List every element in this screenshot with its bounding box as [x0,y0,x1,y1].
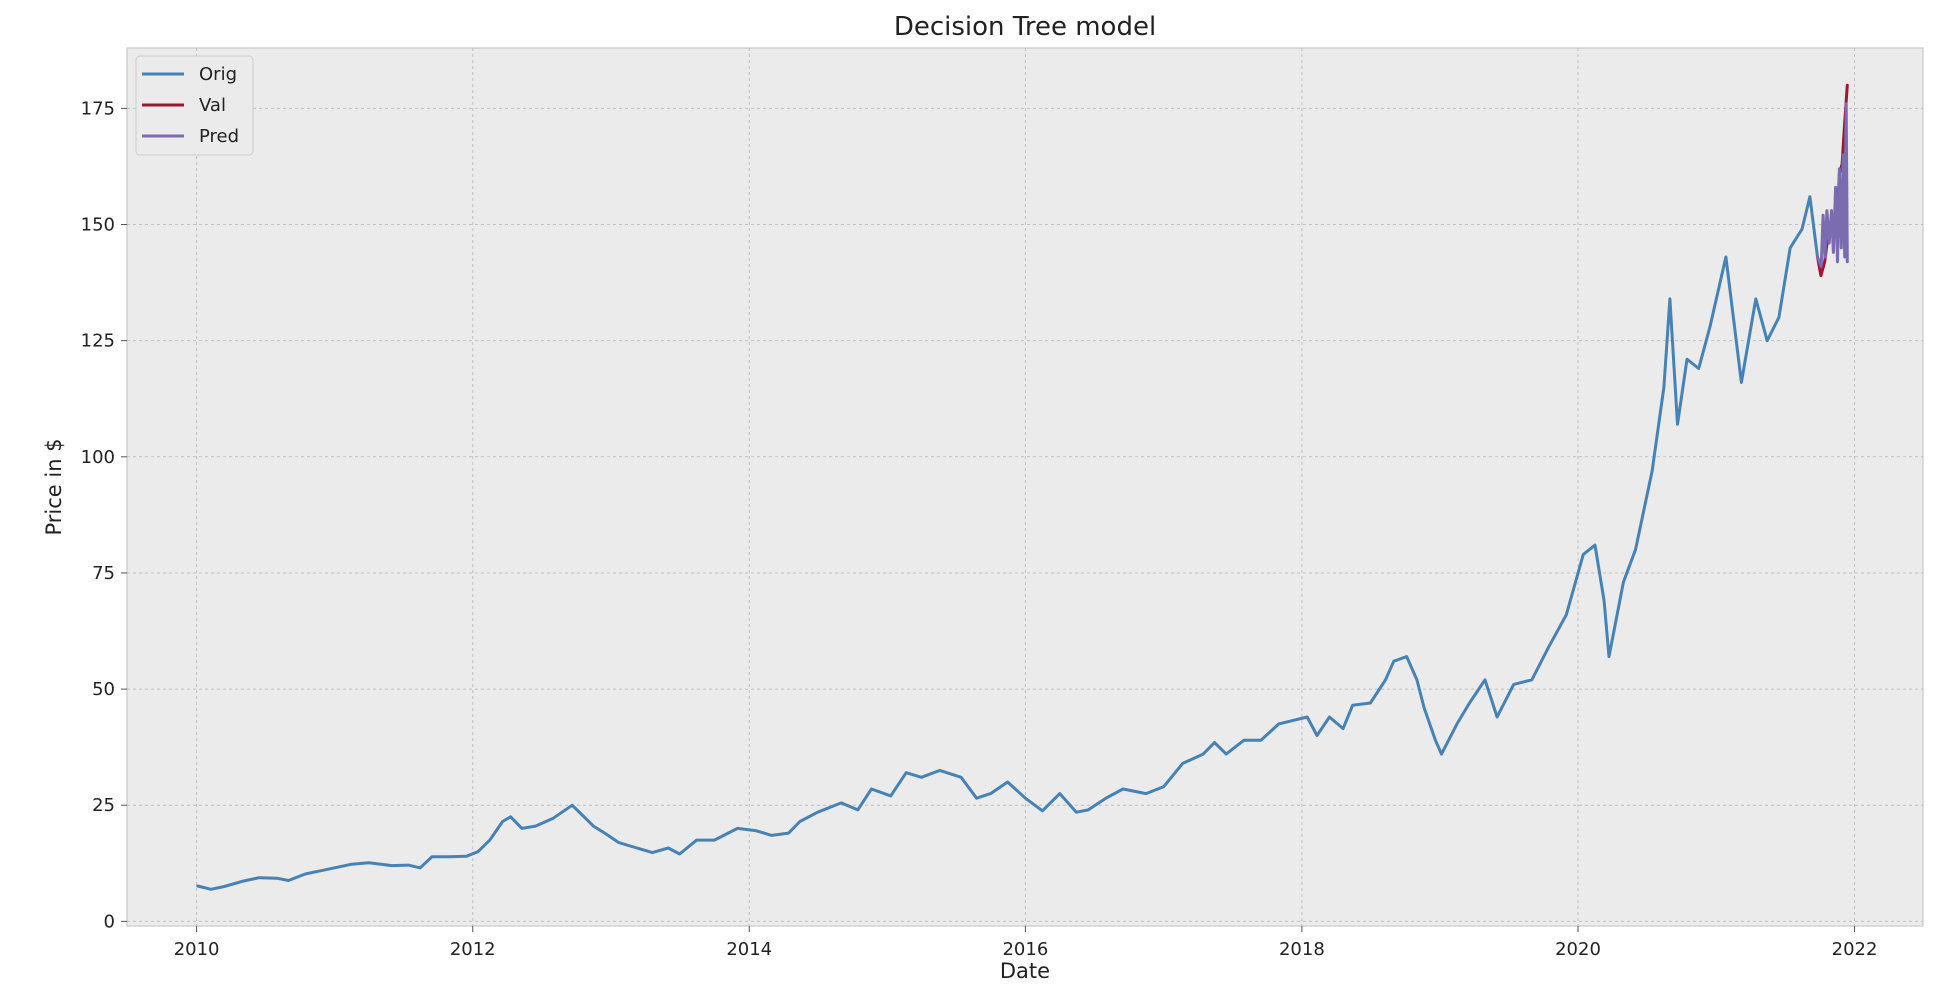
y-tick-label: 50 [92,679,115,700]
legend-label-pred: Pred [199,126,239,147]
legend-label-val: Val [199,95,226,116]
y-tick-label: 175 [81,98,115,119]
y-tick-label: 75 [92,563,115,584]
x-tick-label: 2018 [1279,939,1325,960]
y-tick-label: 25 [92,795,115,816]
y-axis-ticks: 0 25 50 75 100 125 150 175 [81,98,127,932]
legend: Orig Val Pred [135,55,254,156]
legend-label-orig: Orig [199,64,237,85]
x-axis-ticks: 2010 2012 2014 2016 2018 2020 2022 [174,926,1878,960]
y-tick-label: 100 [81,447,115,468]
series-layer [196,83,1849,891]
chart-title: Decision Tree model [894,12,1156,42]
x-axis-title: Date [1000,959,1050,982]
x-tick-label: 2016 [1002,939,1048,960]
series-line-orig [196,195,1819,891]
x-tick-label: 2012 [450,939,496,960]
grid [127,48,1923,926]
y-tick-label: 125 [81,331,115,352]
legend-box [135,55,254,156]
y-tick-label: 150 [81,215,115,236]
x-tick-label: 2022 [1832,939,1878,960]
x-tick-label: 2020 [1555,939,1601,960]
series-line-pred [1816,102,1849,268]
x-tick-label: 2010 [174,939,220,960]
x-tick-label: 2014 [726,939,772,960]
y-tick-label: 0 [104,911,115,932]
y-axis-title: Price in $ [42,438,66,535]
